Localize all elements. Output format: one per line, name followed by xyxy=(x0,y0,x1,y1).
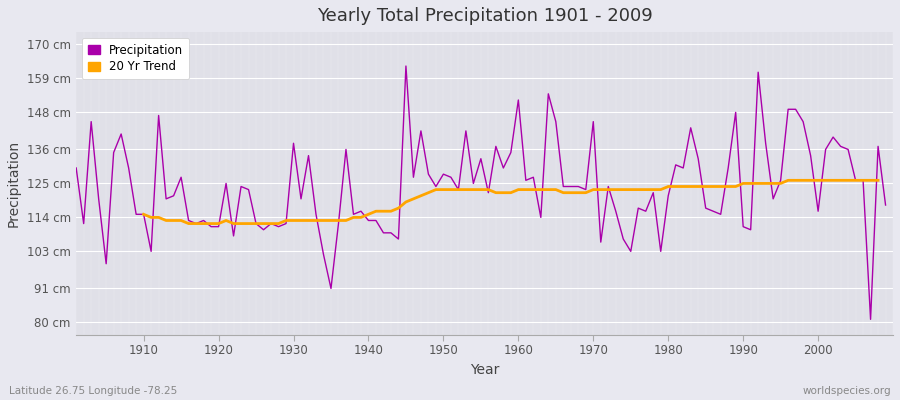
Legend: Precipitation, 20 Yr Trend: Precipitation, 20 Yr Trend xyxy=(82,38,189,79)
20 Yr Trend xyxy=(506,190,517,195)
Precipitation xyxy=(130,212,141,217)
Precipitation xyxy=(400,64,411,68)
20 Yr Trend xyxy=(603,187,614,192)
20 Yr Trend xyxy=(513,187,524,192)
Text: Latitude 26.75 Longitude -78.25: Latitude 26.75 Longitude -78.25 xyxy=(9,386,177,396)
Precipitation xyxy=(513,98,524,102)
Precipitation xyxy=(71,166,82,170)
Text: worldspecies.org: worldspecies.org xyxy=(803,386,891,396)
Title: Yearly Total Precipitation 1901 - 2009: Yearly Total Precipitation 1901 - 2009 xyxy=(317,7,652,25)
Precipitation xyxy=(610,209,621,214)
Precipitation xyxy=(295,196,306,201)
Line: Precipitation: Precipitation xyxy=(76,66,886,319)
X-axis label: Year: Year xyxy=(470,363,500,377)
20 Yr Trend xyxy=(295,218,306,223)
Line: 20 Yr Trend: 20 Yr Trend xyxy=(144,180,878,224)
20 Yr Trend xyxy=(340,218,351,223)
Precipitation xyxy=(865,317,876,322)
Precipitation xyxy=(880,203,891,208)
Y-axis label: Precipitation: Precipitation xyxy=(7,140,21,227)
Precipitation xyxy=(520,178,531,183)
Precipitation xyxy=(340,147,351,152)
